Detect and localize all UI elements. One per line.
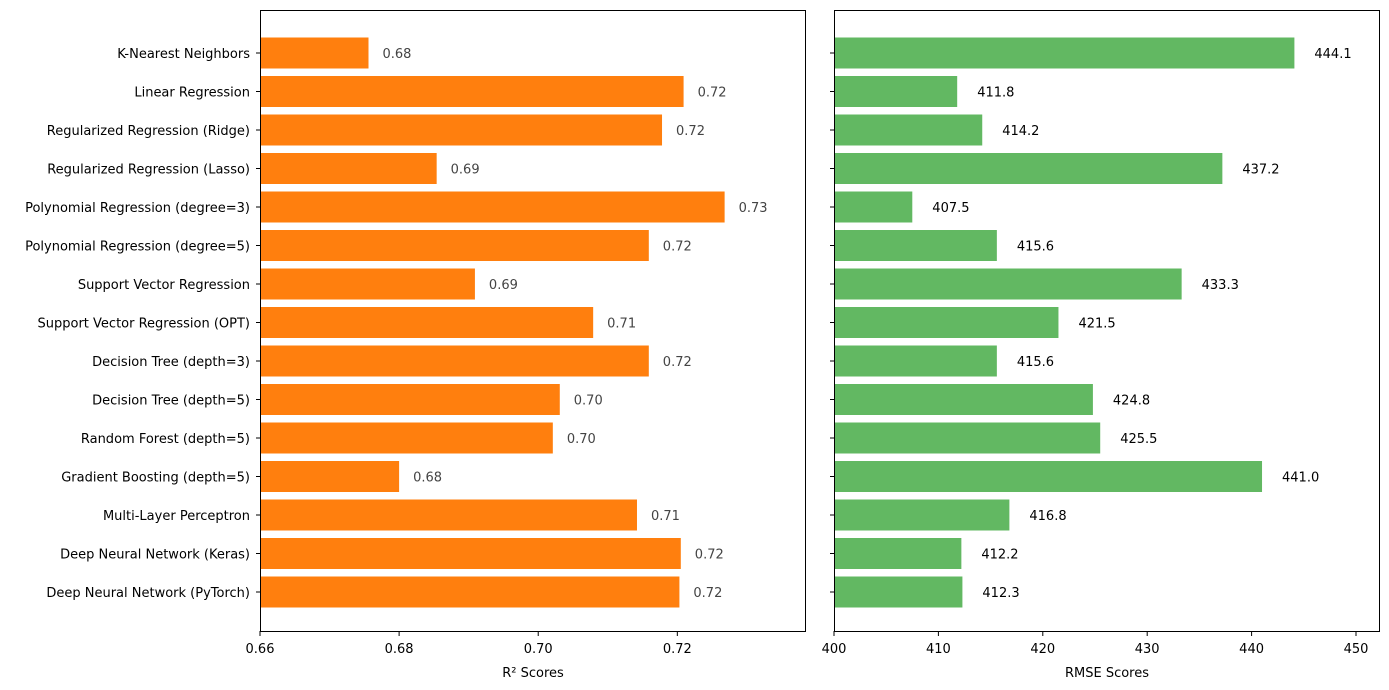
rmse-value-label: 425.5 xyxy=(1120,432,1157,447)
category-label: Random Forest (depth=5) xyxy=(81,432,250,447)
r2-x-tick-label: 0.68 xyxy=(385,642,414,657)
category-label: Deep Neural Network (Keras) xyxy=(60,548,250,563)
rmse-bar xyxy=(834,345,997,377)
r2-x-axis-label: R² Scores xyxy=(502,666,564,681)
r2-score-chart: 0.68 K-Nearest Neighbors 0.72 Linear Regres… xyxy=(25,10,806,681)
r2-value-label: 0.70 xyxy=(567,432,596,447)
rmse-value-label: 412.3 xyxy=(982,586,1019,601)
r2-value-label: 0.69 xyxy=(451,163,480,178)
r2-value-label: 0.69 xyxy=(489,278,518,293)
r2-bar xyxy=(260,191,725,223)
rmse-bar xyxy=(834,307,1059,338)
r2-bar xyxy=(260,384,560,415)
r2-bar xyxy=(260,230,649,261)
r2-bar xyxy=(260,422,553,454)
rmse-value-label: 424.8 xyxy=(1113,394,1150,409)
rmse-bar xyxy=(834,268,1182,300)
r2-bar xyxy=(260,268,475,300)
rmse-bar xyxy=(834,37,1295,69)
rmse-score-chart: 444.1 411.8 414.2 437.2 407.5 415.6 433.3 421.5… xyxy=(822,10,1380,681)
category-label: Polynomial Regression (degree=5) xyxy=(25,240,250,255)
rmse-value-label: 416.8 xyxy=(1029,509,1066,524)
r2-x-tick-label: 0.70 xyxy=(524,642,553,657)
r2-value-label: 0.72 xyxy=(663,355,692,370)
rmse-bar xyxy=(834,384,1093,415)
r2-value-label: 0.68 xyxy=(383,47,412,62)
rmse-value-label: 421.5 xyxy=(1078,317,1115,332)
rmse-value-label: 441.0 xyxy=(1282,471,1319,486)
category-label: Regularized Regression (Ridge) xyxy=(47,124,250,139)
category-label: Polynomial Regression (degree=3) xyxy=(25,201,250,216)
rmse-x-tick-label: 400 xyxy=(822,642,847,657)
rmse-x-tick-label: 430 xyxy=(1135,642,1160,657)
r2-value-label: 0.73 xyxy=(739,201,768,216)
r2-bar xyxy=(260,499,637,531)
r2-x-tick-label: 0.72 xyxy=(663,642,692,657)
r2-value-label: 0.72 xyxy=(695,548,724,563)
rmse-value-label: 444.1 xyxy=(1314,47,1351,62)
r2-value-label: 0.70 xyxy=(574,394,603,409)
rmse-bar xyxy=(834,153,1223,184)
rmse-x-tick-label: 440 xyxy=(1239,642,1264,657)
rmse-bar xyxy=(834,538,962,569)
rmse-bar xyxy=(834,576,963,608)
r2-bar xyxy=(260,76,684,107)
category-label: Multi-Layer Perceptron xyxy=(103,509,250,524)
rmse-bar xyxy=(834,191,913,223)
r2-bar xyxy=(260,538,681,569)
rmse-axes-frame xyxy=(834,10,1380,632)
r2-bar xyxy=(260,37,369,69)
r2-bar xyxy=(260,461,400,492)
rmse-value-label: 437.2 xyxy=(1242,163,1279,178)
rmse-value-label: 415.6 xyxy=(1017,355,1054,370)
r2-bar xyxy=(260,345,649,377)
rmse-value-label: 412.2 xyxy=(981,548,1018,563)
rmse-bar xyxy=(834,114,983,146)
rmse-value-label: 407.5 xyxy=(932,201,969,216)
category-label: Decision Tree (depth=5) xyxy=(92,394,250,409)
category-label: K-Nearest Neighbors xyxy=(117,47,250,62)
rmse-value-label: 411.8 xyxy=(977,86,1014,101)
category-label: Decision Tree (depth=3) xyxy=(92,355,250,370)
rmse-x-tick-label: 450 xyxy=(1344,642,1369,657)
rmse-bar xyxy=(834,422,1101,454)
category-label: Gradient Boosting (depth=5) xyxy=(61,471,250,486)
rmse-x-tick-label: 420 xyxy=(1030,642,1055,657)
r2-axes-frame xyxy=(260,10,806,632)
rmse-value-label: 415.6 xyxy=(1017,240,1054,255)
r2-value-label: 0.71 xyxy=(651,509,680,524)
r2-bar xyxy=(260,307,594,338)
r2-value-label: 0.68 xyxy=(413,471,442,486)
r2-value-label: 0.72 xyxy=(663,240,692,255)
category-label: Regularized Regression (Lasso) xyxy=(47,163,250,178)
rmse-x-axis-label: RMSE Scores xyxy=(1065,666,1149,681)
rmse-bar xyxy=(834,461,1263,492)
rmse-bar xyxy=(834,499,1010,531)
category-label: Support Vector Regression xyxy=(78,278,250,293)
category-label: Support Vector Regression (OPT) xyxy=(38,317,250,332)
r2-value-label: 0.72 xyxy=(693,586,722,601)
r2-bar xyxy=(260,114,663,146)
rmse-bar xyxy=(834,230,997,261)
rmse-x-tick-label: 410 xyxy=(926,642,951,657)
rmse-value-label: 414.2 xyxy=(1002,124,1039,139)
rmse-bar xyxy=(834,76,958,107)
r2-bar xyxy=(260,576,680,608)
category-label: Deep Neural Network (PyTorch) xyxy=(46,586,250,601)
category-label: Linear Regression xyxy=(134,86,250,101)
r2-bar xyxy=(260,153,437,184)
r2-value-label: 0.71 xyxy=(607,317,636,332)
r2-x-tick-label: 0.66 xyxy=(246,642,275,657)
r2-value-label: 0.72 xyxy=(676,124,705,139)
rmse-value-label: 433.3 xyxy=(1202,278,1239,293)
r2-value-label: 0.72 xyxy=(698,86,727,101)
